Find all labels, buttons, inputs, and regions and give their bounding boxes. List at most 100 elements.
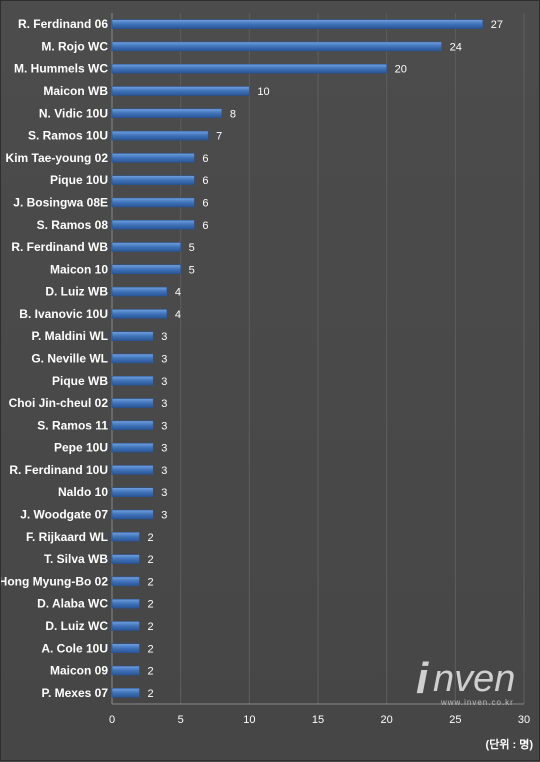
value-label: 3 bbox=[161, 487, 167, 499]
category-label: S. Ramos 11 bbox=[37, 418, 108, 432]
grid-lines bbox=[111, 13, 525, 705]
bar bbox=[111, 442, 154, 453]
watermark-letter: i bbox=[416, 654, 429, 703]
value-label: 3 bbox=[161, 331, 167, 343]
bar bbox=[111, 554, 140, 564]
x-tick-label: 15 bbox=[312, 714, 324, 726]
value-label: 3 bbox=[161, 398, 167, 410]
value-label: 24 bbox=[450, 41, 462, 53]
bar bbox=[111, 197, 195, 208]
category-label: A. Cole 10U bbox=[41, 641, 108, 655]
category-label: Pique WB bbox=[52, 374, 108, 388]
bar bbox=[111, 465, 154, 475]
bar bbox=[111, 220, 195, 230]
bar bbox=[111, 309, 168, 319]
value-label: 3 bbox=[161, 376, 167, 388]
bar bbox=[111, 487, 154, 497]
category-label: R. Ferdinand WB bbox=[11, 240, 108, 254]
category-label: J. Bosingwa 08E bbox=[13, 195, 108, 209]
category-label: Maicon 10 bbox=[50, 262, 108, 276]
value-label: 2 bbox=[147, 576, 153, 588]
bar bbox=[111, 41, 442, 52]
bar bbox=[111, 175, 195, 185]
watermark-url: www.inven.co.kr bbox=[440, 698, 514, 707]
value-label: 6 bbox=[202, 197, 208, 209]
x-tick-label: 0 bbox=[109, 714, 115, 726]
value-label: 3 bbox=[161, 354, 167, 366]
category-label: B. Ivanovic 10U bbox=[19, 307, 108, 321]
value-label: 4 bbox=[175, 287, 181, 299]
value-label: 27 bbox=[491, 19, 503, 31]
category-label: R. Ferdinand 10U bbox=[9, 463, 108, 477]
bar bbox=[111, 665, 140, 676]
bar bbox=[111, 153, 195, 163]
x-tick-label: 30 bbox=[518, 714, 530, 726]
bar bbox=[111, 598, 140, 609]
value-label: 2 bbox=[147, 666, 153, 678]
bar bbox=[111, 420, 154, 431]
unit-label: (단위 : 명) bbox=[486, 737, 534, 751]
bar bbox=[111, 331, 154, 341]
category-label: M. Hummels WC bbox=[14, 62, 108, 76]
bar bbox=[111, 509, 154, 520]
bar bbox=[111, 242, 181, 252]
category-label: Choi Jin-cheul 02 bbox=[9, 396, 109, 410]
x-tick-label: 20 bbox=[381, 714, 393, 726]
category-label: P. Maldini WL bbox=[32, 329, 108, 343]
category-label: D. Luiz WC bbox=[45, 619, 108, 633]
category-label: P. Mexes 07 bbox=[42, 686, 109, 700]
value-label: 2 bbox=[147, 688, 153, 700]
category-label: T. Silva WB bbox=[44, 552, 108, 566]
category-label: M. Rojo WC bbox=[41, 39, 108, 53]
category-label: Maicon 09 bbox=[50, 664, 108, 678]
value-label: 3 bbox=[161, 420, 167, 432]
bar bbox=[111, 532, 140, 542]
value-label: 3 bbox=[161, 510, 167, 522]
watermark-word: nven bbox=[433, 658, 515, 700]
x-tick-label: 10 bbox=[243, 714, 255, 726]
bar bbox=[111, 130, 209, 141]
category-label: S. Ramos 10U bbox=[28, 129, 108, 143]
value-label: 5 bbox=[189, 264, 195, 276]
value-label: 2 bbox=[147, 554, 153, 566]
bar bbox=[111, 63, 387, 74]
category-label: G. Neville WL bbox=[31, 352, 108, 366]
bar bbox=[111, 86, 250, 96]
category-label: D. Alaba WC bbox=[37, 597, 108, 611]
category-label: Maicon WB bbox=[43, 84, 108, 98]
value-label: 7 bbox=[216, 131, 222, 143]
value-label: 3 bbox=[161, 465, 167, 477]
bar bbox=[111, 643, 140, 654]
bar bbox=[111, 688, 140, 698]
category-labels: R. Ferdinand 06 M. Rojo WC M. Hummels WC Ma… bbox=[1, 17, 108, 700]
category-label: Pique 10U bbox=[50, 173, 108, 187]
value-label: 8 bbox=[230, 108, 236, 120]
x-tick-label: 5 bbox=[178, 714, 184, 726]
value-label: 6 bbox=[202, 175, 208, 187]
category-label: Naldo 10 bbox=[58, 485, 108, 499]
value-label: 2 bbox=[147, 532, 153, 544]
x-axis-ticks: 0 5 10 15 20 25 30 bbox=[109, 714, 530, 726]
category-label: Kim Tae-young 02 bbox=[6, 151, 109, 165]
value-label: 10 bbox=[257, 86, 269, 98]
bar bbox=[111, 19, 484, 29]
category-label: Hong Myung-Bo 02 bbox=[1, 574, 108, 588]
value-label: 6 bbox=[202, 220, 208, 232]
value-label: 2 bbox=[147, 599, 153, 611]
category-label: D. Luiz WB bbox=[45, 285, 108, 299]
category-label: N. Vidic 10U bbox=[39, 106, 108, 120]
inven-watermark: i nven www.inven.co.kr bbox=[416, 654, 515, 707]
bar bbox=[111, 286, 168, 297]
x-tick-label: 25 bbox=[449, 714, 461, 726]
value-label: 20 bbox=[395, 64, 407, 76]
value-label: 2 bbox=[147, 621, 153, 633]
value-label: 5 bbox=[189, 242, 195, 254]
category-label: R. Ferdinand 06 bbox=[18, 17, 108, 31]
value-label: 4 bbox=[175, 309, 181, 321]
value-label: 3 bbox=[161, 443, 167, 455]
category-label: J. Woodgate 07 bbox=[20, 508, 108, 522]
bar bbox=[111, 108, 223, 119]
bar bbox=[111, 264, 181, 275]
bar bbox=[111, 621, 140, 631]
